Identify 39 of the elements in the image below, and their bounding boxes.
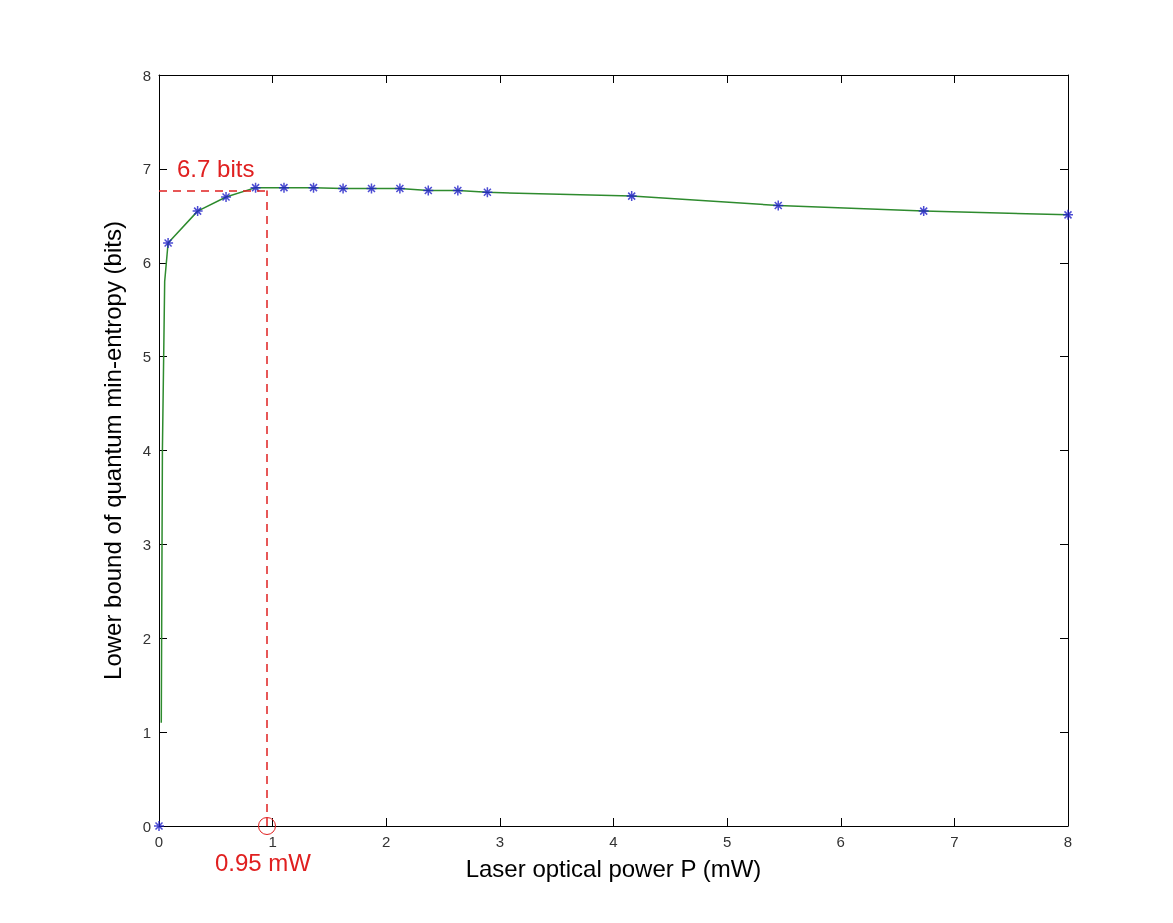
x-tick-label: 4 (609, 833, 618, 850)
point (162, 237, 174, 249)
point (772, 199, 785, 212)
point (191, 205, 204, 217)
point (452, 184, 464, 197)
point (422, 184, 435, 197)
y-tick-label: 1 (142, 723, 151, 741)
x-tick-label: 6 (836, 833, 845, 850)
point (153, 820, 165, 832)
point (625, 190, 638, 202)
point (307, 181, 320, 194)
x-tick-label: 5 (722, 833, 732, 850)
y-tick-label: 6 (142, 254, 151, 272)
ref-line-label: 6.7 bits (177, 154, 255, 182)
x-tick-label: 7 (950, 833, 959, 850)
point (249, 181, 262, 194)
y-tick-label: 8 (142, 66, 151, 84)
point (337, 182, 349, 195)
y-tick-label: 5 (142, 348, 151, 366)
x-tick-label: 8 (1063, 833, 1073, 850)
y-tick-label: 0 (142, 817, 151, 835)
x-tick-label: 1 (268, 833, 277, 850)
y-tick-label: 4 (142, 442, 151, 459)
point (1062, 209, 1074, 221)
point (394, 182, 406, 195)
point (278, 181, 290, 194)
point (917, 205, 930, 217)
point (481, 186, 494, 199)
y-tick-label: 7 (142, 160, 151, 178)
x-tick-label: 3 (495, 833, 505, 850)
x-tick-label: 2 (382, 833, 391, 850)
y-tick-label: 2 (142, 629, 151, 647)
ref-line-label: 0.95 mW (214, 848, 312, 876)
point (220, 191, 232, 203)
x-axis-title: Laser optical power P (mW) (465, 854, 762, 882)
y-tick-label: 3 (142, 535, 151, 553)
point (365, 182, 378, 195)
y-axis-title: Lower bound of quantum min-entropy (bits) (98, 221, 126, 680)
x-tick-label: 0 (154, 833, 164, 850)
